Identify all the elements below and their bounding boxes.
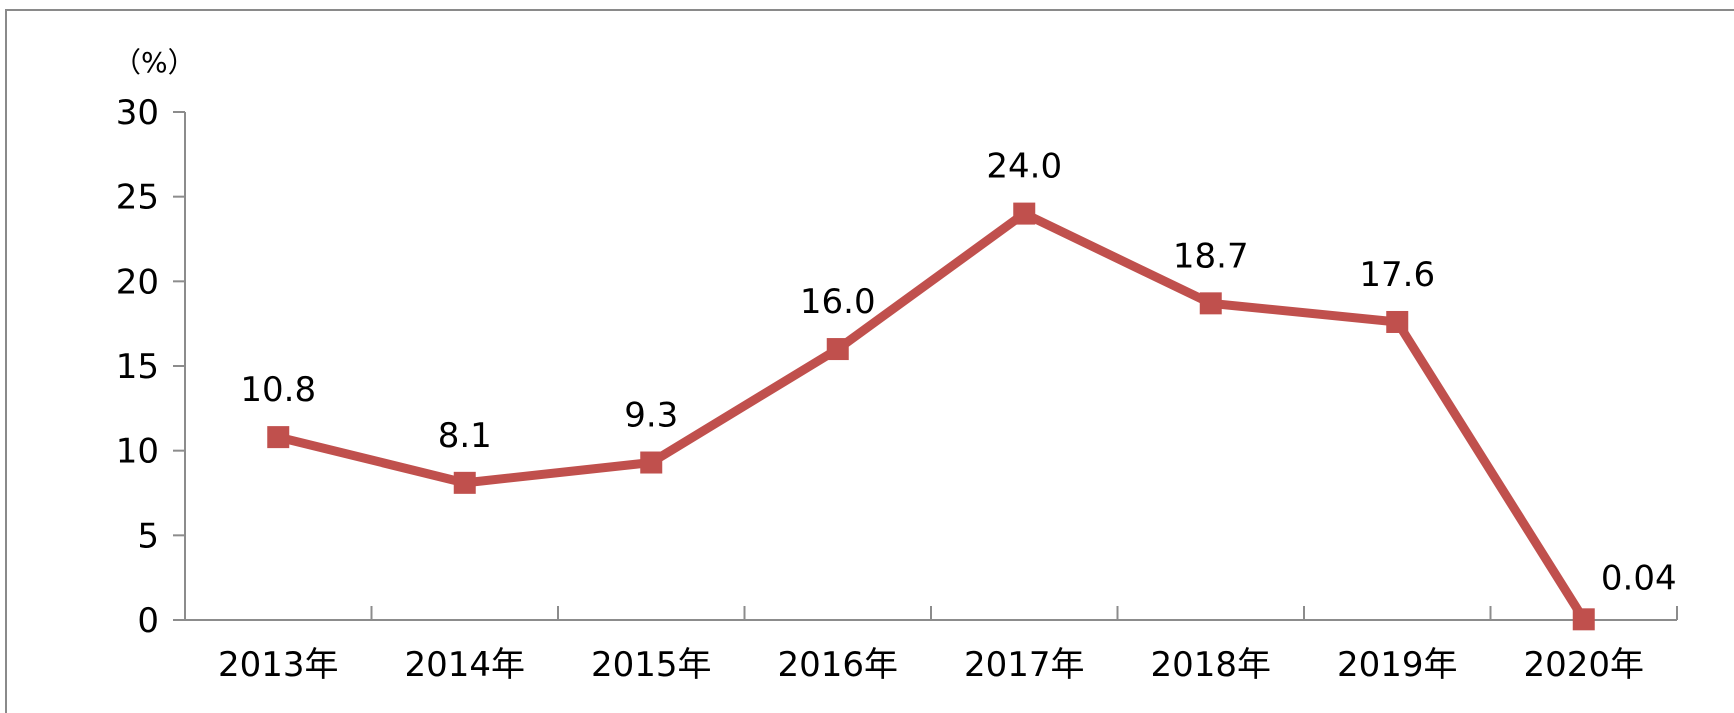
- series-group: [267, 202, 1595, 631]
- chart-frame: [5, 9, 1734, 713]
- y-tick-label: 20: [116, 262, 159, 302]
- data-label: 16.0: [800, 282, 876, 322]
- data-label: 0.04: [1601, 558, 1677, 598]
- x-tick-label: 2016年: [777, 645, 898, 685]
- data-label: 9.3: [624, 396, 678, 436]
- data-point-marker: [1572, 608, 1595, 631]
- x-tick-label: 2013年: [218, 645, 339, 685]
- x-tick-label: 2014年: [404, 645, 525, 685]
- y-tick-label: 30: [116, 93, 159, 133]
- data-point-marker: [1013, 202, 1036, 225]
- data-point-marker: [453, 471, 476, 494]
- y-tick-label: 5: [137, 516, 159, 556]
- data-point-marker: [1386, 310, 1409, 333]
- data-label: 17.6: [1359, 255, 1435, 295]
- data-labels: 10.8 8.1 9.3 16.0 24.0 18.7 17.6 0.04: [240, 147, 1676, 599]
- y-tick-label: 0: [137, 601, 159, 641]
- y-axis-ticks: 0 5 10 15 20 25 30: [116, 93, 185, 641]
- data-point-marker: [1199, 292, 1222, 315]
- x-tick-label: 2018年: [1150, 645, 1271, 685]
- y-tick-label: 10: [116, 432, 159, 472]
- data-point-marker: [826, 338, 849, 361]
- data-label: 10.8: [240, 370, 316, 410]
- series-line: [273, 209, 1589, 624]
- y-axis-unit-label: （%）: [113, 46, 196, 79]
- data-point-marker: [640, 451, 663, 474]
- x-tick-label: 2020年: [1523, 645, 1644, 685]
- data-label: 24.0: [986, 147, 1062, 187]
- data-point-marker: [267, 426, 290, 449]
- x-tick-label: 2017年: [964, 645, 1085, 685]
- x-axis-ticks: 2013年 2014年 2015年 2016年 2017年 2018年 2019年 2020年: [184, 606, 1678, 685]
- x-tick-label: 2015年: [591, 645, 712, 685]
- y-tick-label: 25: [116, 178, 159, 218]
- data-label: 18.7: [1173, 236, 1249, 276]
- y-tick-label: 15: [116, 347, 159, 387]
- x-tick-label: 2019年: [1337, 645, 1458, 685]
- data-label: 8.1: [438, 416, 492, 456]
